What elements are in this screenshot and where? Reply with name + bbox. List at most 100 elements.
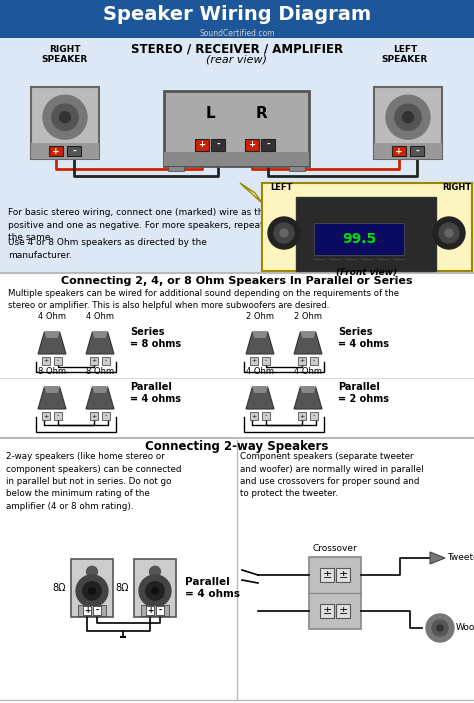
Text: LEFT: LEFT [270, 183, 292, 191]
Text: 4 Ohm: 4 Ohm [38, 312, 66, 321]
Circle shape [437, 625, 443, 631]
Polygon shape [294, 387, 322, 409]
Text: 8Ω: 8Ω [53, 583, 66, 593]
FancyBboxPatch shape [309, 557, 361, 629]
Circle shape [445, 229, 453, 237]
Text: -: - [313, 413, 315, 418]
Polygon shape [294, 332, 322, 354]
FancyBboxPatch shape [250, 357, 258, 365]
Text: -: - [415, 147, 419, 155]
FancyBboxPatch shape [164, 91, 310, 165]
Text: 2-way speakers (like home stereo or
component speakers) can be connected
in para: 2-way speakers (like home stereo or comp… [6, 452, 182, 511]
FancyBboxPatch shape [67, 146, 81, 156]
Text: -: - [158, 606, 162, 615]
Text: 8 Ohm: 8 Ohm [86, 367, 114, 376]
FancyBboxPatch shape [90, 412, 98, 420]
Circle shape [146, 581, 164, 600]
Polygon shape [92, 332, 108, 338]
Text: Speaker Wiring Diagram: Speaker Wiring Diagram [103, 6, 371, 25]
Text: +: + [44, 359, 49, 363]
Polygon shape [246, 387, 274, 409]
FancyBboxPatch shape [0, 38, 474, 273]
Polygon shape [38, 332, 66, 354]
FancyBboxPatch shape [31, 87, 99, 159]
Circle shape [139, 575, 171, 607]
Text: 2 Ohm: 2 Ohm [294, 312, 322, 321]
Text: +: + [251, 413, 256, 418]
Text: Tweeter: Tweeter [447, 553, 474, 562]
FancyBboxPatch shape [374, 87, 442, 159]
Circle shape [83, 581, 101, 600]
Text: Multiple speakers can be wired for additional sound depending on the requirement: Multiple speakers can be wired for addit… [8, 289, 399, 310]
Text: RIGHT
SPEAKER: RIGHT SPEAKER [42, 45, 88, 65]
Text: -: - [105, 413, 107, 418]
Text: +: + [395, 147, 403, 155]
Circle shape [89, 588, 95, 594]
Text: +: + [52, 147, 60, 155]
Text: -: - [72, 147, 76, 155]
Text: SoundCertified.com: SoundCertified.com [199, 30, 275, 39]
Text: 2 Ohm: 2 Ohm [246, 312, 274, 321]
Circle shape [268, 217, 300, 249]
Text: For basic stereo wiring, connect one (marked) wire as the
positive and one as ne: For basic stereo wiring, connect one (ma… [8, 208, 269, 242]
FancyBboxPatch shape [90, 357, 98, 365]
Text: Series
= 4 ohms: Series = 4 ohms [338, 327, 389, 349]
FancyBboxPatch shape [310, 412, 318, 420]
Circle shape [87, 567, 98, 577]
FancyBboxPatch shape [374, 143, 442, 159]
Circle shape [152, 588, 158, 594]
Circle shape [402, 112, 413, 123]
Text: 4 Ohm: 4 Ohm [294, 367, 322, 376]
FancyBboxPatch shape [262, 183, 472, 271]
FancyBboxPatch shape [262, 357, 270, 365]
FancyBboxPatch shape [164, 152, 310, 165]
Text: 4 Ohm: 4 Ohm [86, 312, 114, 321]
Text: 99.5: 99.5 [342, 232, 376, 246]
Circle shape [439, 223, 459, 243]
Text: -: - [266, 140, 270, 149]
FancyBboxPatch shape [336, 604, 350, 618]
Text: RIGHT: RIGHT [442, 183, 472, 191]
FancyBboxPatch shape [336, 568, 350, 582]
Text: Parallel
= 4 ohms: Parallel = 4 ohms [130, 382, 181, 404]
Text: +: + [91, 359, 97, 363]
Text: 4 Ohm: 4 Ohm [246, 367, 274, 376]
Text: -: - [313, 359, 315, 363]
Circle shape [386, 95, 430, 139]
FancyBboxPatch shape [83, 606, 91, 615]
Text: -: - [265, 413, 267, 418]
FancyBboxPatch shape [146, 606, 154, 615]
FancyBboxPatch shape [42, 357, 50, 365]
Polygon shape [301, 387, 316, 393]
Text: (Front view): (Front view) [337, 268, 398, 277]
Circle shape [52, 104, 78, 131]
Text: LEFT
SPEAKER: LEFT SPEAKER [382, 45, 428, 65]
FancyBboxPatch shape [298, 357, 306, 365]
Text: Use 4 or 8 Ohm speakers as directed by the
manufacturer.: Use 4 or 8 Ohm speakers as directed by t… [8, 238, 207, 259]
Polygon shape [430, 552, 445, 564]
FancyBboxPatch shape [290, 165, 306, 171]
FancyBboxPatch shape [211, 138, 225, 150]
Circle shape [280, 229, 288, 237]
FancyBboxPatch shape [298, 412, 306, 420]
FancyBboxPatch shape [31, 143, 99, 159]
Text: Connecting 2-way Speakers: Connecting 2-way Speakers [146, 440, 328, 453]
FancyBboxPatch shape [261, 138, 275, 150]
FancyBboxPatch shape [78, 605, 106, 616]
Text: Component speakers (separate tweeter
and woofer) are normally wired in parallel
: Component speakers (separate tweeter and… [240, 452, 424, 498]
Text: (rear view): (rear view) [207, 54, 267, 64]
Circle shape [149, 567, 161, 577]
FancyBboxPatch shape [310, 357, 318, 365]
FancyBboxPatch shape [71, 559, 113, 617]
Polygon shape [301, 332, 316, 338]
Text: +: + [300, 359, 305, 363]
Polygon shape [240, 183, 262, 203]
FancyBboxPatch shape [245, 138, 259, 150]
Text: +: + [91, 413, 97, 418]
Polygon shape [92, 387, 108, 393]
Text: STEREO / RECEIVER / AMPLIFIER: STEREO / RECEIVER / AMPLIFIER [131, 43, 343, 56]
Text: -: - [105, 359, 107, 363]
Text: +: + [147, 606, 153, 615]
Text: L: L [205, 105, 215, 120]
FancyBboxPatch shape [320, 604, 334, 618]
